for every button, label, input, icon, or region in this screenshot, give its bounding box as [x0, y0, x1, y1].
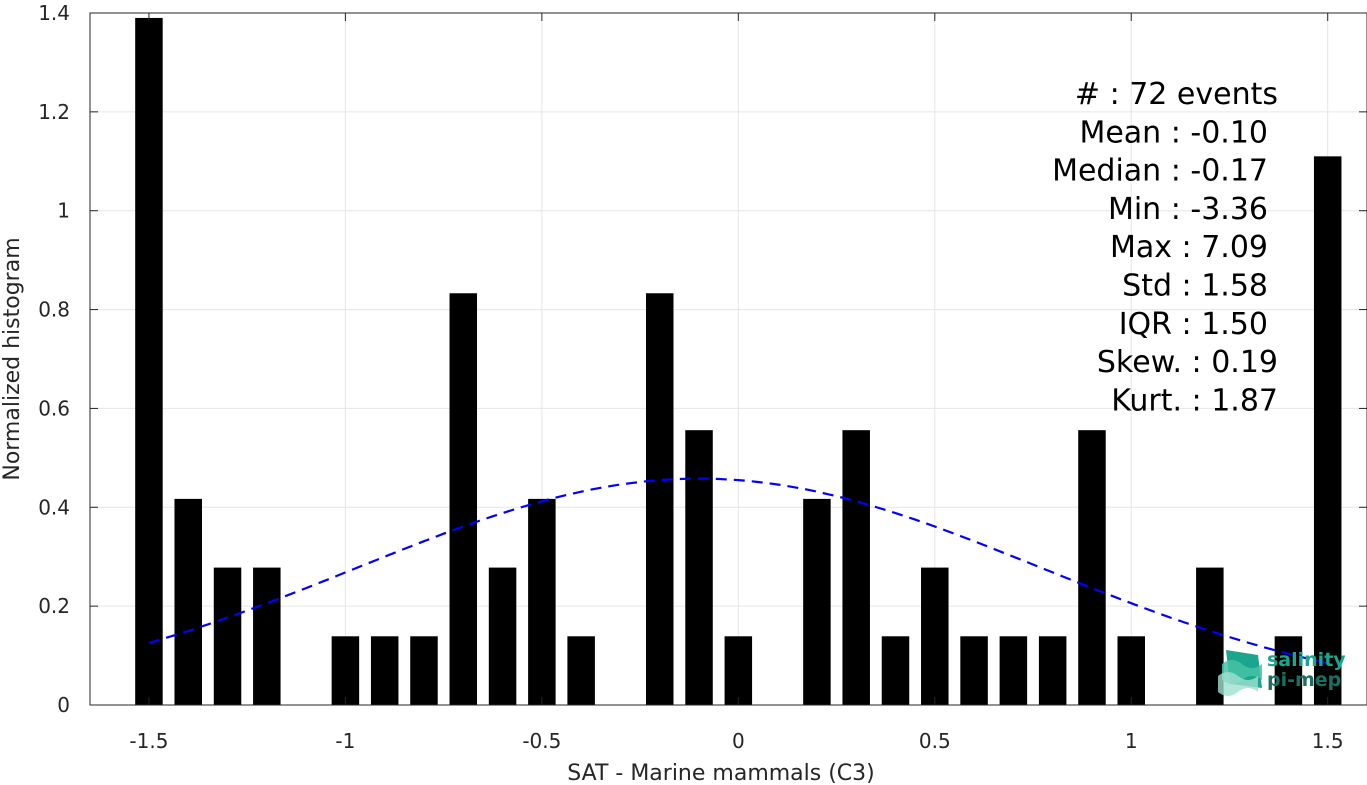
bars: [135, 17, 1342, 706]
histogram-bar: [1313, 156, 1342, 706]
histogram-bar: [685, 430, 713, 705]
histogram-bar: [1038, 636, 1067, 705]
grid: [90, 12, 1367, 706]
stat-line: IQR : 1.50: [1119, 307, 1268, 342]
histogram-bar: [1117, 636, 1145, 705]
x-tick-label: -1.5: [129, 729, 168, 753]
histogram-bar: [370, 636, 399, 705]
x-axis-label: SAT - Marine mammals (C3): [567, 761, 875, 785]
histogram-bar: [410, 636, 438, 705]
stat-line: Std : 1.58: [1122, 269, 1268, 304]
x-tick-label: 0.5: [919, 729, 951, 753]
histogram-bar: [803, 498, 831, 705]
histogram-bar: [842, 430, 870, 705]
plot-area-border: [89, 12, 1367, 706]
axis-ticks: -1.5 -1 -0.5 0 0.5 1 1.5 0 0.2 0.4 0.6 0.8 1 1.2 1.4: [38, 1, 1367, 753]
histogram-bar: [999, 636, 1028, 705]
histogram-bar: [960, 636, 988, 705]
histogram-bar: [921, 567, 949, 705]
histogram-bar: [1274, 636, 1303, 705]
y-tick-label: 1.2: [38, 100, 70, 124]
histogram-bar: [528, 498, 556, 705]
histogram-bar: [449, 293, 478, 705]
logo-text-salinity: salinity: [1267, 649, 1346, 671]
logo-wave-icon: [1218, 650, 1262, 696]
x-tick-label: -0.5: [522, 729, 561, 753]
stat-line: Median : -0.17: [1052, 154, 1268, 189]
y-axis-label: Normalized histogram: [0, 237, 25, 480]
fit-curve: [148, 477, 1328, 665]
histogram-bar: [488, 567, 517, 705]
logo-text-pi-mep: pi-mep: [1267, 669, 1341, 691]
stat-line: Skew. : 0.19: [1097, 345, 1278, 380]
x-tick-label: 1.5: [1312, 729, 1344, 753]
y-tick-label: 1.4: [38, 1, 70, 25]
x-tick-label: -1: [335, 729, 355, 753]
histogram-bar: [645, 293, 674, 705]
stat-line: Mean : -0.10: [1079, 115, 1268, 150]
stat-line: Min : -3.36: [1108, 192, 1268, 227]
y-tick-label: 1: [57, 199, 70, 223]
histogram-bar: [881, 636, 910, 705]
histogram-bar: [724, 636, 753, 705]
x-tick-label: 1: [1125, 729, 1138, 753]
histogram-bar: [331, 636, 360, 705]
stat-line: # : 72 events: [1075, 77, 1278, 112]
y-tick-label: 0.4: [38, 495, 70, 519]
y-tick-label: 0.8: [38, 298, 70, 322]
histogram-bar: [567, 636, 595, 705]
salinity-pi-mep-logo: salinity pi-mep: [1218, 649, 1346, 696]
stat-line: Max : 7.09: [1110, 230, 1268, 265]
histogram-bar: [253, 567, 281, 705]
x-tick-label: 0: [732, 729, 745, 753]
histogram-bar: [174, 498, 202, 705]
y-tick-label: 0.2: [38, 594, 70, 618]
histogram-bar: [135, 17, 163, 705]
stat-line: Kurt. : 1.87: [1111, 383, 1278, 418]
y-tick-label: 0: [57, 693, 70, 717]
histogram-bar: [213, 567, 242, 705]
y-tick-label: 0.6: [38, 396, 70, 420]
histogram-bar: [1078, 430, 1106, 705]
